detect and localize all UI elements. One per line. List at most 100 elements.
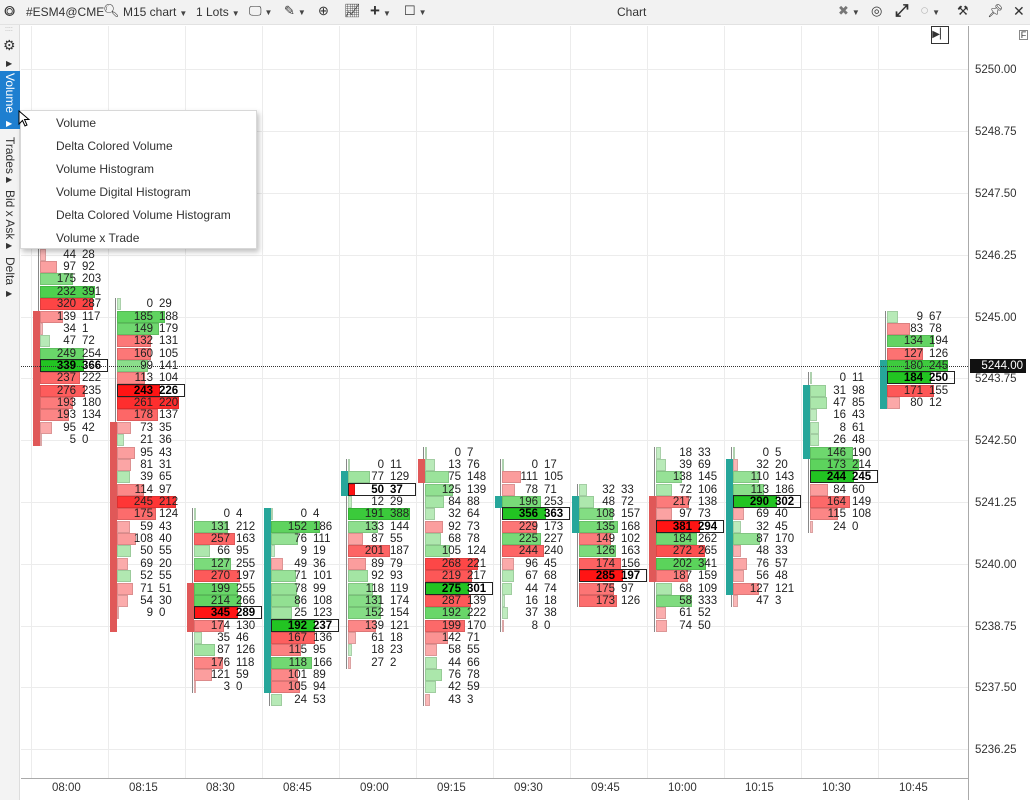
ask-volume: 69	[698, 458, 711, 471]
ask-volume: 222	[82, 372, 102, 385]
drag-handle-icon[interactable]: ::::	[5, 26, 13, 33]
menu-item[interactable]: Volume	[56, 116, 97, 130]
footprint-row: 68 109	[656, 582, 724, 595]
footprint-row: 202 341	[656, 557, 724, 570]
bid-volume: 127	[749, 582, 769, 595]
ask-volume: 55	[467, 644, 480, 657]
menu-item[interactable]: Volume Digital Histogram	[56, 185, 191, 199]
indicator-icon[interactable]: 📈︎	[344, 3, 361, 18]
footprint-row: 27 2	[348, 656, 416, 669]
expand-icon[interactable]: ▶	[6, 59, 13, 68]
price-tick-label: 5241.25	[975, 496, 1017, 509]
buy-volume-bar	[348, 607, 381, 620]
search-icon[interactable]: 🔍︎	[103, 3, 120, 18]
bid-volume: 275	[441, 582, 461, 595]
poc-box	[425, 581, 493, 595]
expand-icon[interactable]: ▶	[6, 241, 13, 250]
sidebar-item-volume[interactable]: Volume	[0, 71, 20, 129]
menu-item[interactable]: Volume x Trade	[56, 231, 140, 245]
gridline	[21, 440, 968, 442]
sell-volume-bar	[348, 656, 352, 669]
sidebar-item-bid-x-ask[interactable]: Bid x Ask	[0, 187, 20, 242]
poc-box	[117, 383, 185, 397]
template-icon[interactable]: ☐ ▼	[404, 3, 427, 18]
expand-icon[interactable]: ▶	[6, 119, 13, 128]
ask-volume: 78	[467, 669, 480, 682]
bid-volume: 67	[525, 570, 538, 583]
footprint-row: 191 388	[348, 508, 416, 521]
ask-volume: 186	[775, 483, 795, 496]
bid-volume: 111	[520, 471, 538, 484]
footprint-row: 58 333	[656, 594, 724, 607]
footprint-row: 275 301	[425, 581, 493, 595]
footprint-row: 48 72	[579, 495, 647, 508]
footprint-row: 167 136	[271, 631, 339, 644]
ask-volume: 55	[390, 533, 403, 546]
expand-icon[interactable]: ▶	[6, 289, 13, 298]
circle-icon[interactable]: ○ ▼	[920, 2, 940, 19]
lots-dropdown[interactable]: 1 Lots ▼	[196, 5, 240, 19]
cursor-sync-icon[interactable]: ✖ ▼	[838, 3, 860, 18]
sell-volume-bar	[425, 619, 465, 632]
footprint-row: 84 88	[425, 495, 493, 508]
zoom-icon[interactable]: ⊕	[318, 3, 329, 18]
ask-volume: 126	[929, 347, 949, 360]
time-axis[interactable]: 08:00 08:15 08:30 08:45 09:00 09:15 09:30 09:45…	[21, 778, 968, 800]
axis-settings-icon[interactable]: F	[1019, 30, 1028, 40]
bid-volume: 0	[454, 446, 461, 459]
sidebar-item-delta[interactable]: Delta	[0, 253, 20, 289]
app-logo-icon[interactable]: ⭗	[4, 3, 16, 19]
bid-volume: 115	[288, 644, 307, 657]
footprint-row: 92 93	[348, 570, 416, 583]
pin-icon[interactable]: 📌︎	[987, 3, 1004, 18]
bid-volume: 176	[210, 656, 230, 669]
ask-volume: 136	[313, 631, 333, 644]
close-icon[interactable]: ✕	[1013, 3, 1025, 19]
ask-volume: 197	[236, 570, 256, 583]
sell-volume-bar	[117, 533, 137, 546]
scroll-to-latest-button[interactable]: ▶▏	[931, 26, 949, 44]
sidebar-item-trades[interactable]: Trades	[0, 133, 20, 177]
price-axis[interactable]: F 5250.00 5248.75 5247.50 5246.25 5245.00 524…	[968, 26, 1030, 800]
camera-icon[interactable]: ◎	[871, 3, 883, 18]
gear-icon[interactable]: ⚙	[3, 37, 16, 53]
crosshair-icon[interactable]: + ▼	[370, 1, 391, 20]
monitor-icon[interactable]: 🖵︎ ▼	[249, 3, 273, 18]
footprint-row: 31 98	[810, 384, 878, 397]
buy-volume-bar	[271, 533, 299, 546]
ask-volume: 48	[775, 570, 788, 583]
menu-item[interactable]: Delta Colored Volume	[56, 139, 173, 153]
bid-volume: 175	[56, 273, 76, 286]
menu-item[interactable]: Delta Colored Volume Histogram	[56, 208, 231, 222]
ask-volume: 88	[467, 495, 480, 508]
bid-volume: 146	[826, 446, 846, 459]
chart-area[interactable]: 44 28 97 92 175 203 232 391 320 287 139 117 34 1 47 72 2…	[21, 26, 968, 778]
candle-body	[649, 495, 656, 583]
bid-volume: 9	[146, 607, 153, 620]
gridline	[21, 69, 968, 71]
ask-volume: 55	[159, 570, 172, 583]
footprint-row: 229 173	[502, 520, 570, 533]
buy-volume-bar	[733, 446, 735, 459]
pencil-icon[interactable]: ✎ ▼	[284, 3, 306, 18]
bid-volume: 126	[595, 545, 615, 558]
sell-volume-bar	[117, 520, 131, 533]
bid-volume: 184	[672, 533, 692, 546]
bid-volume: 18	[371, 644, 384, 657]
symbol-selector[interactable]: #ESM4@CME	[26, 5, 105, 19]
bid-volume: 47	[756, 594, 769, 607]
bid-volume: 131	[364, 594, 384, 607]
expand-icon[interactable]: ▶	[6, 175, 13, 184]
settings-tools-icon[interactable]: ⚒	[957, 3, 969, 18]
bid-volume: 320	[56, 298, 76, 311]
ask-volume: 66	[467, 656, 480, 669]
ask-volume: 134	[82, 409, 102, 422]
footprint-row: 249 254	[40, 347, 108, 360]
bid-volume: 149	[595, 533, 615, 546]
bid-volume: 272	[672, 545, 692, 558]
ask-volume: 95	[236, 545, 249, 558]
fullscreen-icon[interactable]: ⤢	[895, 1, 909, 20]
timeframe-dropdown[interactable]: M15 chart ▼	[123, 5, 187, 19]
menu-item[interactable]: Volume Histogram	[56, 162, 155, 176]
sell-volume-bar	[271, 669, 299, 682]
